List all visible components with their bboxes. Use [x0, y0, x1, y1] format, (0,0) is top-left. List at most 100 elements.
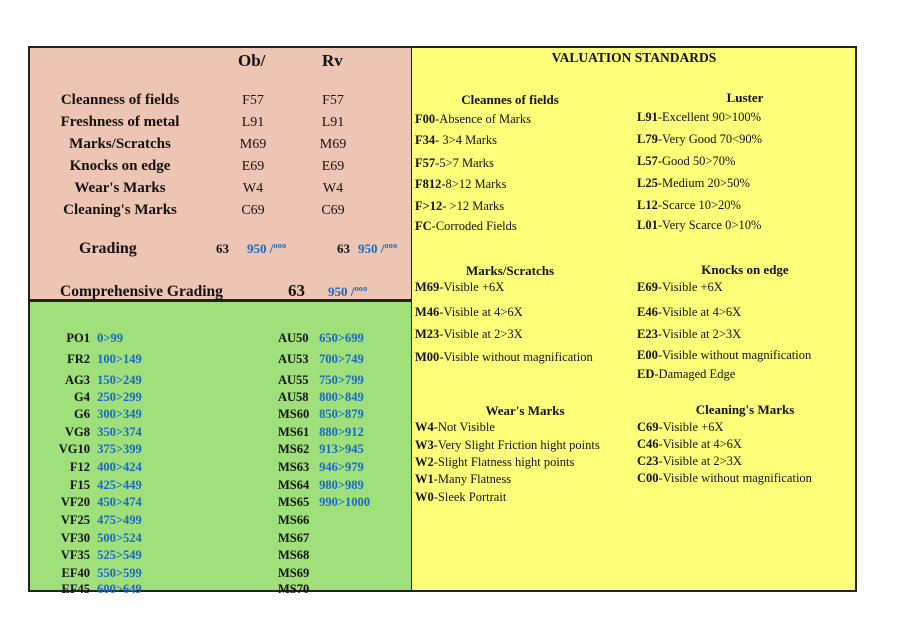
valuation-standards-panel	[411, 46, 857, 592]
standard-code: L79	[637, 132, 658, 146]
standard-description: -Visible without magnification	[657, 348, 812, 362]
standard-item: F>12- >12 Marks	[415, 199, 504, 214]
grade-scale-item: AU50 650>699	[278, 331, 364, 346]
grade-range: 700>749	[319, 352, 364, 366]
grade-range: 375>399	[97, 442, 142, 456]
grade-scale-item: MS61 880>912	[278, 425, 364, 440]
grade-code: MS70	[278, 582, 310, 596]
grade-code: AG3	[65, 373, 90, 387]
grade-range: 990>1000	[319, 495, 370, 509]
grade-scale-item: G4 250>299	[30, 390, 142, 405]
grade-range: 946>979	[319, 460, 364, 474]
grade-range: 850>879	[319, 407, 364, 421]
criterion-rv-value: F57	[322, 93, 344, 108]
grade-scale-item: AU53 700>749	[278, 352, 364, 367]
grade-code: MS62	[278, 442, 310, 456]
grade-range: 650>699	[319, 331, 364, 345]
grade-scale-item: MS69	[278, 566, 316, 581]
comprehensive-fineness: 950 /ººº	[328, 284, 368, 299]
standard-code: W4	[415, 420, 434, 434]
standard-description: -Visible +6X	[657, 280, 723, 294]
grading-rv-grade: 63	[337, 241, 350, 256]
standard-code: F812	[415, 177, 442, 191]
grade-range: 500>524	[97, 531, 142, 545]
standard-item: F57-5>7 Marks	[415, 156, 494, 171]
grade-code: MS64	[278, 478, 310, 492]
standard-description: - >12 Marks	[442, 199, 505, 213]
grade-scale-item: VF30 500>524	[30, 531, 142, 546]
standard-description: -Visible at 2>3X	[657, 327, 742, 341]
standard-item: L01-Very Scarce 0>10%	[637, 218, 761, 233]
standard-code: F34	[415, 133, 436, 147]
standard-code: L25	[637, 176, 658, 190]
grade-scale-item: VF25 475>499	[30, 513, 142, 528]
standard-description: -Visible without magnification	[658, 471, 812, 485]
grade-range: 750>799	[319, 373, 364, 387]
grade-code: AU55	[278, 373, 309, 387]
grade-range: 450>474	[97, 495, 142, 509]
standard-item: L91-Excellent 90>100%	[637, 110, 761, 125]
standard-description: -5>7 Marks	[435, 156, 494, 170]
grade-range: 880>912	[319, 425, 364, 439]
grade-range: 425>449	[97, 478, 142, 492]
standard-description: -Visible at 2>3X	[658, 454, 742, 468]
standard-item: W2-Slight Flatness hight points	[415, 455, 574, 470]
grade-code: EF40	[61, 566, 90, 580]
comprehensive-grading-label: Comprehensive Grading	[60, 283, 223, 300]
standard-item: C46-Visible at 4>6X	[637, 437, 742, 452]
grade-scale-item: EF45 600>649	[30, 582, 142, 597]
grade-code: MS68	[278, 548, 310, 562]
grade-code: VF30	[60, 531, 90, 545]
grade-code: AU50	[278, 331, 309, 345]
reverse-header: Rv	[322, 51, 343, 70]
criterion-label: Cleaning's Marks	[63, 202, 177, 218]
grade-code: F12	[69, 460, 90, 474]
standard-item: C00-Visible without magnification	[637, 471, 812, 486]
grade-scale-item: MS67	[278, 531, 316, 546]
grade-scale-item: MS68	[278, 548, 316, 563]
criterion-rv-value: C69	[321, 203, 345, 218]
coin-evaluation-panel	[28, 46, 412, 302]
grade-scale-item: MS65 990>1000	[278, 495, 370, 510]
grade-code: VF25	[60, 513, 90, 527]
grading-rv-fineness: 950 /ººº	[358, 241, 398, 256]
standard-item: W0-Sleek Portrait	[415, 490, 506, 505]
standard-code: F00	[415, 112, 436, 126]
standard-section-title: Marks/Scratchs	[465, 263, 555, 278]
grade-range: 150>249	[97, 373, 142, 387]
standard-description: -Good 50>70%	[657, 154, 736, 168]
criterion-label: Knocks on edge	[69, 158, 171, 174]
grade-scale-item: AG3 150>249	[30, 373, 142, 388]
standard-code: FC	[415, 219, 432, 233]
standard-description: -Scarce 10>20%	[657, 198, 741, 212]
standard-item: M69-Visible +6X	[415, 280, 504, 295]
grade-range: 400>424	[97, 460, 142, 474]
grade-code: MS63	[278, 460, 310, 474]
standard-item: C23-Visible at 2>3X	[637, 454, 742, 469]
criterion-label: Cleanness of fields	[60, 92, 180, 108]
criterion-rv-value: L91	[321, 115, 345, 130]
grade-range: 600>649	[97, 582, 142, 596]
standard-item: F34- 3>4 Marks	[415, 133, 497, 148]
grade-scale-item: G6 300>349	[30, 407, 142, 422]
criterion-ob-value: C69	[241, 203, 265, 218]
standard-description: -8>12 Marks	[441, 177, 507, 191]
grade-code: VF20	[60, 495, 90, 509]
grade-code: VG10	[58, 442, 90, 456]
grade-code: F15	[69, 478, 90, 492]
grade-scale-item: EF40 550>599	[30, 566, 142, 581]
grade-scale-item: MS63 946>979	[278, 460, 364, 475]
grade-range: 350>374	[97, 425, 142, 439]
grade-range: 100>149	[97, 352, 142, 366]
grade-code: AU58	[278, 390, 309, 404]
grade-scale-item: VG8 350>374	[30, 425, 142, 440]
criterion-rv-value: M69	[319, 137, 347, 152]
standard-code: C46	[637, 437, 659, 451]
standard-code: W0	[415, 490, 434, 504]
grade-range: 800>849	[319, 390, 364, 404]
standard-code: C00	[637, 471, 659, 485]
standard-code: F57	[415, 156, 436, 170]
standard-description: -Medium 20>50%	[657, 176, 750, 190]
grade-scale-item: MS66	[278, 513, 316, 528]
standard-code: E46	[637, 305, 658, 319]
